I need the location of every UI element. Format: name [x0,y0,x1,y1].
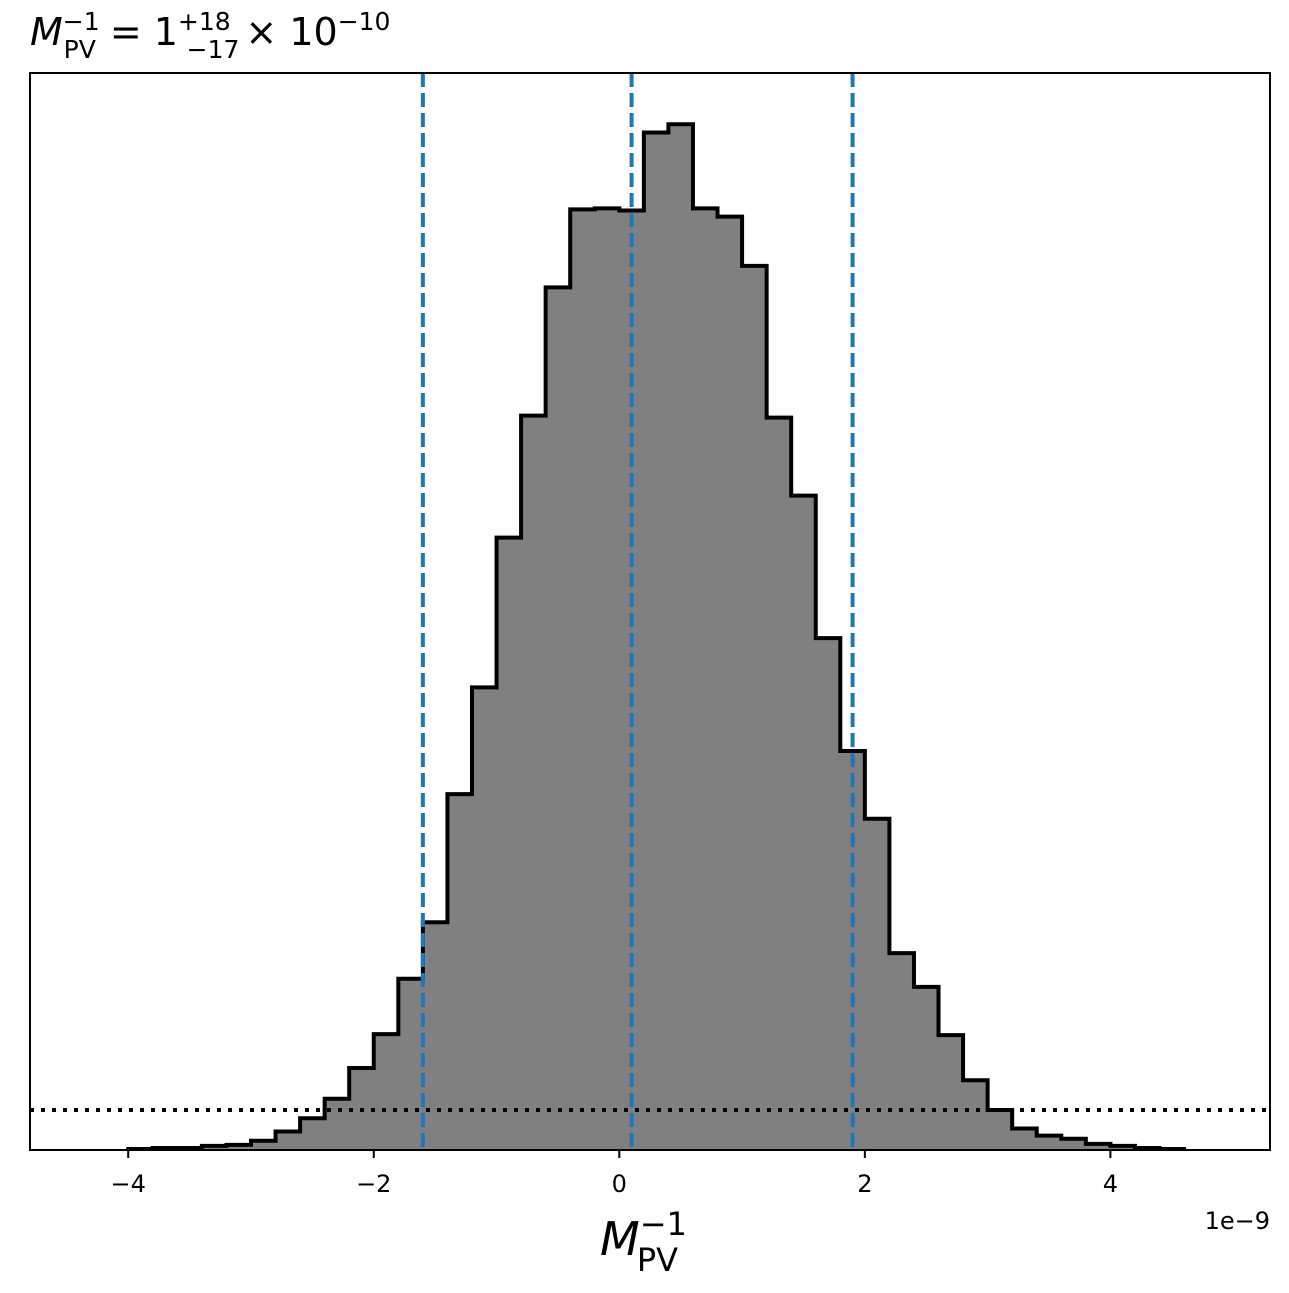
histogram-bar [324,1098,350,1150]
x-tick-label: −2 [356,1170,391,1198]
histogram-bar [1085,1143,1111,1150]
histogram-bar [447,794,473,1150]
x-tick-label: 0 [612,1170,627,1198]
chart-title: M−1 PV = 1+18 −17 × 10−10 [30,7,390,64]
histogram-bar [373,1034,399,1150]
histogram-bar [913,986,940,1150]
histogram-bar [1110,1145,1136,1150]
histogram-bar [717,216,743,1151]
histogram-bar [938,1035,964,1150]
histogram-bar [521,415,547,1150]
histogram-bar [791,495,817,1150]
axes-frame [29,72,1271,1151]
histogram-bar [398,978,424,1150]
histogram-bar [1012,1128,1038,1150]
histogram-bar [496,537,522,1150]
x-tick-label: 4 [1103,1170,1118,1198]
plot-area [30,73,1270,1151]
histogram-bar [742,265,768,1150]
histogram-bar [201,1145,228,1150]
histogram-bar [226,1144,252,1150]
histogram-bar [963,1080,989,1150]
histogram-bar [545,287,571,1151]
histogram-bar [815,638,841,1150]
histogram-bar [987,1109,1013,1150]
x-axis-label: M−1 PV [600,1205,687,1279]
histogram-bar [300,1118,326,1150]
x-tick-label: 2 [857,1170,872,1198]
histogram-bar [594,208,620,1150]
histogram-bar [570,209,596,1151]
histogram-bar [643,132,670,1150]
histogram-bar [250,1140,277,1150]
histogram-bar [422,922,449,1150]
histogram-bar [889,953,915,1150]
x-offset-text: 1e−9 [1205,1207,1270,1235]
histogram-bar [668,124,694,1150]
histogram-bar [766,417,792,1150]
histogram-bar [1061,1138,1087,1150]
histogram-bar [471,687,498,1150]
histogram-bar [275,1131,301,1150]
histogram-outline [126,122,1187,1151]
x-ticks: −4 −2 0 2 4 [111,1150,1118,1198]
histogram-bar [864,818,891,1150]
histogram-bar [1036,1135,1062,1150]
histogram-bar [692,208,719,1150]
x-tick-label: −4 [111,1170,146,1198]
histogram-bar [840,750,866,1150]
